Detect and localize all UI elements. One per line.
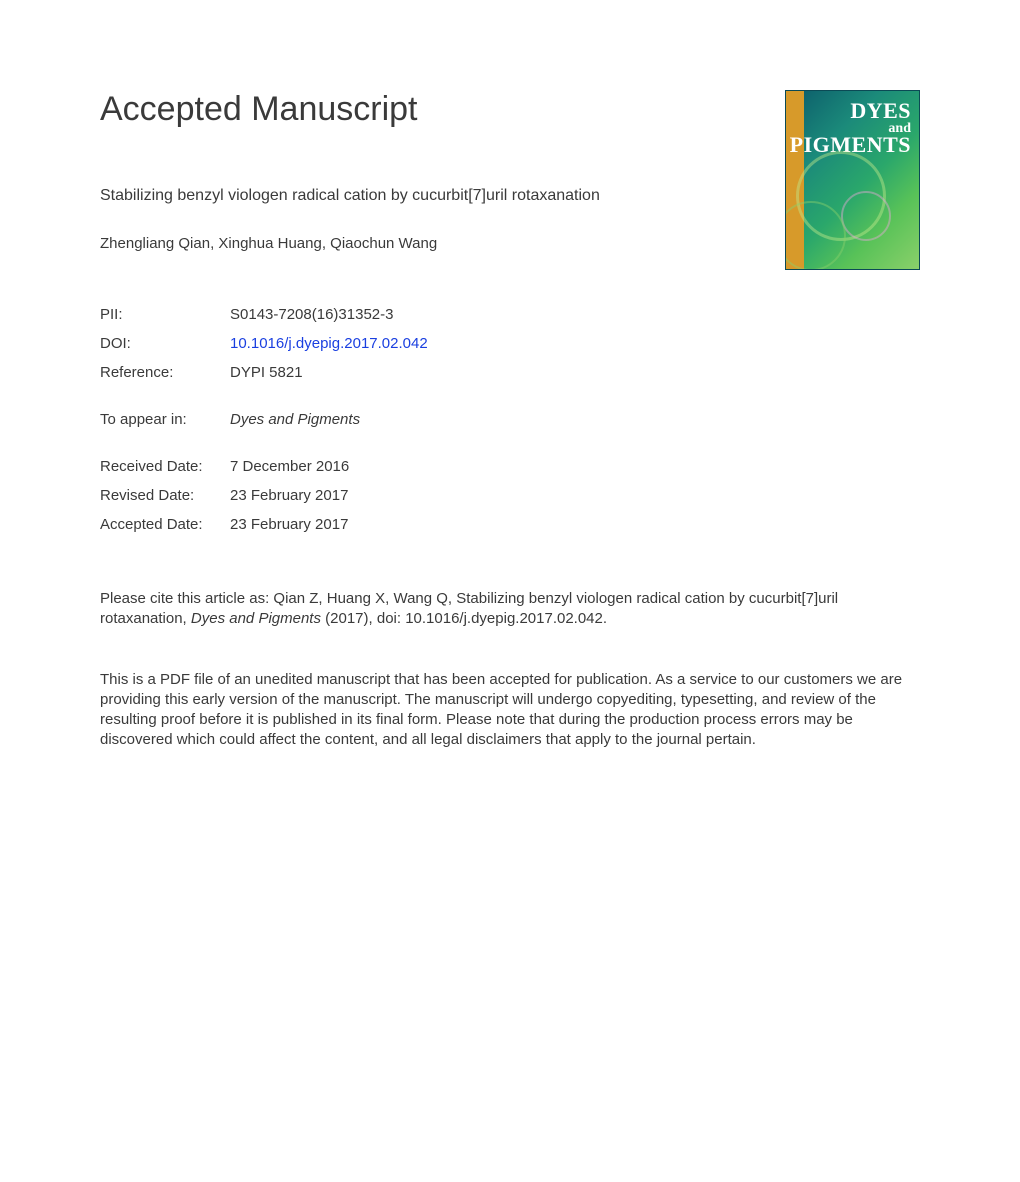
meta-value: DYPI 5821 <box>230 358 428 387</box>
meta-label: DOI: <box>100 329 230 358</box>
journal-cover-thumbnail: DYES and PIGMENTS <box>785 90 920 270</box>
meta-row-doi: DOI: 10.1016/j.dyepig.2017.02.042 <box>100 329 428 358</box>
meta-row-reference: Reference: DYPI 5821 <box>100 358 428 387</box>
meta-label: Revised Date: <box>100 481 230 510</box>
metadata-table: PII: S0143-7208(16)31352-3 DOI: 10.1016/… <box>100 300 428 539</box>
meta-row-pii: PII: S0143-7208(16)31352-3 <box>100 300 428 329</box>
meta-value: 7 December 2016 <box>230 452 428 481</box>
meta-label: Reference: <box>100 358 230 387</box>
article-title: Stabilizing benzyl viologen radical cati… <box>100 187 740 205</box>
citation-journal: Dyes and Pigments <box>191 610 321 627</box>
meta-value: Dyes and Pigments <box>230 405 428 434</box>
cover-decoration <box>841 191 891 241</box>
disclaimer-text: This is a PDF file of an unedited manusc… <box>100 670 920 751</box>
meta-row-revised: Revised Date: 23 February 2017 <box>100 481 428 510</box>
meta-row-gap <box>100 434 428 452</box>
meta-row-appear: To appear in: Dyes and Pigments <box>100 405 428 434</box>
meta-label: Accepted Date: <box>100 510 230 539</box>
citation-suffix: (2017), doi: 10.1016/j.dyepig.2017.02.04… <box>321 610 607 627</box>
meta-value: 10.1016/j.dyepig.2017.02.042 <box>230 329 428 358</box>
meta-value: S0143-7208(16)31352-3 <box>230 300 428 329</box>
manuscript-page: Accepted Manuscript DYES and PIGMENTS St… <box>0 0 1020 811</box>
meta-row-accepted: Accepted Date: 23 February 2017 <box>100 510 428 539</box>
meta-value: 23 February 2017 <box>230 481 428 510</box>
cover-title: DYES and PIGMENTS <box>790 101 911 156</box>
doi-link[interactable]: 10.1016/j.dyepig.2017.02.042 <box>230 335 428 352</box>
meta-row-gap <box>100 387 428 405</box>
meta-label: Received Date: <box>100 452 230 481</box>
meta-label: To appear in: <box>100 405 230 434</box>
citation-text: Please cite this article as: Qian Z, Hua… <box>100 589 920 630</box>
meta-value: 23 February 2017 <box>230 510 428 539</box>
meta-label: PII: <box>100 300 230 329</box>
meta-row-received: Received Date: 7 December 2016 <box>100 452 428 481</box>
cover-title-line1: DYES <box>790 101 911 122</box>
